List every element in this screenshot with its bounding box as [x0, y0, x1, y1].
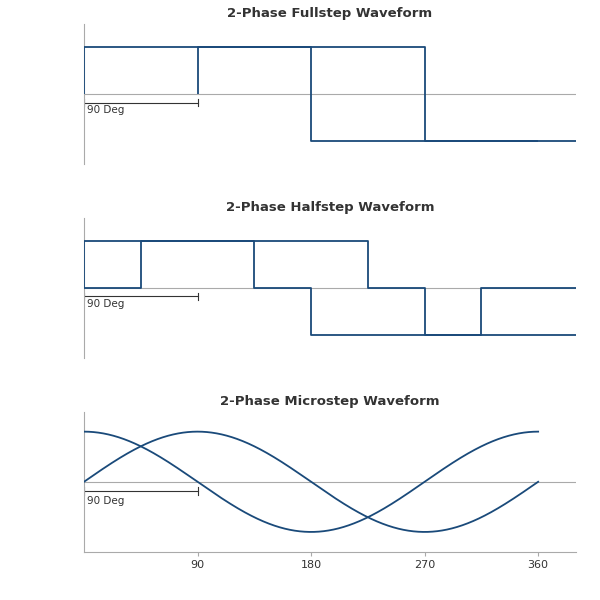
Text: 90 Deg: 90 Deg [86, 105, 124, 115]
Title: 2-Phase Microstep Waveform: 2-Phase Microstep Waveform [220, 395, 440, 407]
Title: 2-Phase Halfstep Waveform: 2-Phase Halfstep Waveform [226, 201, 434, 214]
Text: 90 Deg: 90 Deg [86, 496, 124, 506]
Text: 90 Deg: 90 Deg [86, 299, 124, 309]
Title: 2-Phase Fullstep Waveform: 2-Phase Fullstep Waveform [227, 7, 433, 20]
